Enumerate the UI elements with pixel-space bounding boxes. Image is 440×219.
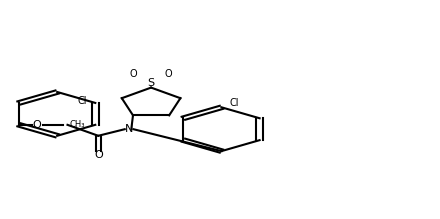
Text: O: O (32, 120, 41, 130)
Text: O: O (165, 69, 172, 79)
Text: N: N (125, 124, 133, 134)
Text: S: S (147, 78, 154, 88)
Text: O: O (130, 69, 137, 79)
Text: O: O (94, 150, 103, 161)
Text: CH₃: CH₃ (70, 120, 85, 129)
Text: Cl: Cl (230, 98, 239, 108)
Text: Cl: Cl (77, 96, 87, 106)
